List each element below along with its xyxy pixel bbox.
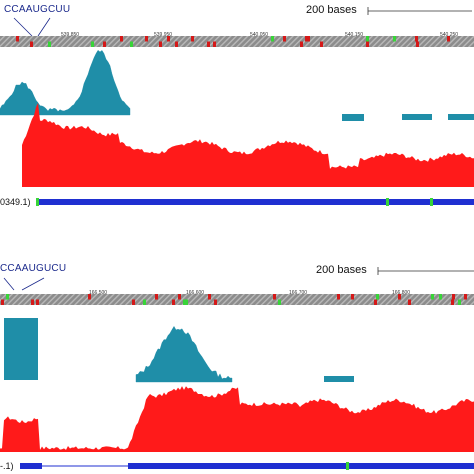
variant-mark-red bbox=[30, 41, 33, 47]
variant-mark-green bbox=[458, 299, 461, 305]
motif-connector-left bbox=[3, 277, 15, 291]
track-graphics bbox=[0, 7, 474, 206]
variant-mark-red bbox=[305, 36, 308, 42]
variant-marks bbox=[1, 294, 467, 305]
motif-connector-right bbox=[21, 277, 45, 291]
variant-mark-red bbox=[320, 41, 323, 47]
coverage-signal bbox=[22, 103, 474, 187]
variant-mark-red bbox=[283, 36, 286, 42]
variant-mark-green bbox=[48, 41, 51, 47]
variant-mark-red bbox=[175, 41, 178, 47]
coverage-signal bbox=[0, 386, 474, 452]
sequence-ruler-texture bbox=[0, 294, 474, 305]
variant-mark-red bbox=[178, 294, 181, 300]
ruler-tick-label: 166,800 bbox=[392, 290, 411, 296]
variant-mark-red bbox=[213, 41, 216, 47]
variant-mark-green bbox=[376, 294, 379, 300]
ruler-tick-label: 166,700 bbox=[289, 290, 308, 296]
gene-exon-bar bbox=[20, 463, 42, 469]
variant-mark-green bbox=[393, 36, 396, 42]
variant-mark-red bbox=[172, 299, 175, 305]
variant-mark-red bbox=[16, 36, 19, 42]
variant-mark-green bbox=[366, 36, 369, 42]
variant-mark-red bbox=[1, 299, 4, 305]
conservation-segment bbox=[324, 376, 354, 382]
variant-mark-red bbox=[366, 41, 369, 47]
variant-mark-green bbox=[91, 41, 94, 47]
variant-mark-red bbox=[155, 294, 158, 300]
variant-mark-green bbox=[431, 294, 434, 300]
variant-mark-red bbox=[88, 294, 91, 300]
ruler-tick-label: 540,150 bbox=[345, 32, 364, 38]
track-graphics bbox=[0, 267, 474, 470]
genome-panel-2: CCAAUGUCU 200 bases 166,500 166,600 166,… bbox=[0, 260, 474, 474]
variant-mark-red bbox=[464, 294, 467, 300]
ruler-tick-label: 540,250 bbox=[440, 32, 459, 38]
variant-mark-green bbox=[185, 299, 188, 305]
transcript-accession-label: 0349.1) bbox=[0, 197, 31, 207]
scale-bar-label: 200 bases bbox=[316, 264, 367, 276]
gene-feature-marks bbox=[346, 462, 349, 470]
variant-mark-green bbox=[130, 41, 133, 47]
motif-sequence-label: CCAAUGCUU bbox=[4, 4, 71, 15]
motif-connector-left bbox=[13, 17, 33, 37]
variant-mark-red bbox=[159, 41, 162, 47]
variant-mark-red bbox=[120, 36, 123, 42]
variant-mark-red bbox=[374, 299, 377, 305]
conservation-segment bbox=[4, 318, 38, 380]
conservation-segment bbox=[402, 114, 432, 120]
motif-sequence-label: CCAAUGUCU bbox=[0, 263, 67, 274]
gene-exon-bar bbox=[128, 463, 474, 469]
variant-mark-green bbox=[278, 299, 281, 305]
ruler-tick-label: 539,850 bbox=[61, 32, 80, 38]
variant-mark-red bbox=[207, 41, 210, 47]
conservation-segment bbox=[448, 114, 474, 120]
gene-feature-mark bbox=[430, 198, 433, 206]
transcript-accession-label: -.1) bbox=[0, 461, 14, 471]
variant-mark-red bbox=[337, 294, 340, 300]
variant-mark-red bbox=[415, 36, 418, 42]
variant-marks bbox=[16, 36, 450, 47]
variant-mark-red bbox=[452, 294, 455, 300]
variant-mark-red bbox=[191, 36, 194, 42]
variant-mark-red bbox=[36, 299, 39, 305]
variant-mark-green bbox=[143, 299, 146, 305]
variant-mark-red bbox=[167, 36, 170, 42]
variant-mark-red bbox=[351, 294, 354, 300]
variant-mark-red bbox=[214, 299, 217, 305]
variant-mark-red bbox=[31, 299, 34, 305]
gene-feature-mark bbox=[346, 462, 349, 470]
sequence-ruler-texture bbox=[0, 36, 474, 47]
ruler-tick-label: 540,050 bbox=[250, 32, 269, 38]
gene-exon-bar bbox=[36, 199, 474, 205]
variant-mark-green bbox=[439, 294, 442, 300]
variant-mark-red bbox=[451, 299, 454, 305]
variant-mark-red bbox=[208, 294, 211, 300]
variant-mark-red bbox=[416, 41, 419, 47]
scale-bar-label: 200 bases bbox=[306, 4, 357, 16]
variant-mark-red bbox=[447, 36, 450, 42]
conservation-signal bbox=[0, 49, 131, 116]
ruler-tick-label: 166,600 bbox=[186, 290, 205, 296]
variant-mark-green bbox=[183, 299, 186, 305]
motif-connector-right bbox=[37, 17, 51, 37]
ruler-tick-label: 539,950 bbox=[154, 32, 173, 38]
variant-mark-red bbox=[273, 294, 276, 300]
variant-mark-red bbox=[132, 299, 135, 305]
variant-mark-red bbox=[145, 36, 148, 42]
variant-mark-red bbox=[307, 36, 310, 42]
variant-mark-green bbox=[6, 294, 9, 300]
variant-mark-red bbox=[408, 299, 411, 305]
conservation-signal bbox=[135, 325, 233, 383]
variant-mark-red bbox=[398, 294, 401, 300]
variant-mark-green bbox=[271, 36, 274, 42]
gene-feature-mark bbox=[36, 198, 39, 206]
variant-mark-red bbox=[103, 41, 106, 47]
ruler-tick-label: 166,500 bbox=[89, 290, 108, 296]
gene-feature-mark bbox=[386, 198, 389, 206]
gene-feature-marks bbox=[36, 198, 433, 206]
genome-panel-1: CCAAUGCUU 200 bases 539,850 539,950 540 bbox=[0, 0, 474, 220]
variant-mark-red bbox=[300, 41, 303, 47]
conservation-segment bbox=[342, 114, 364, 121]
